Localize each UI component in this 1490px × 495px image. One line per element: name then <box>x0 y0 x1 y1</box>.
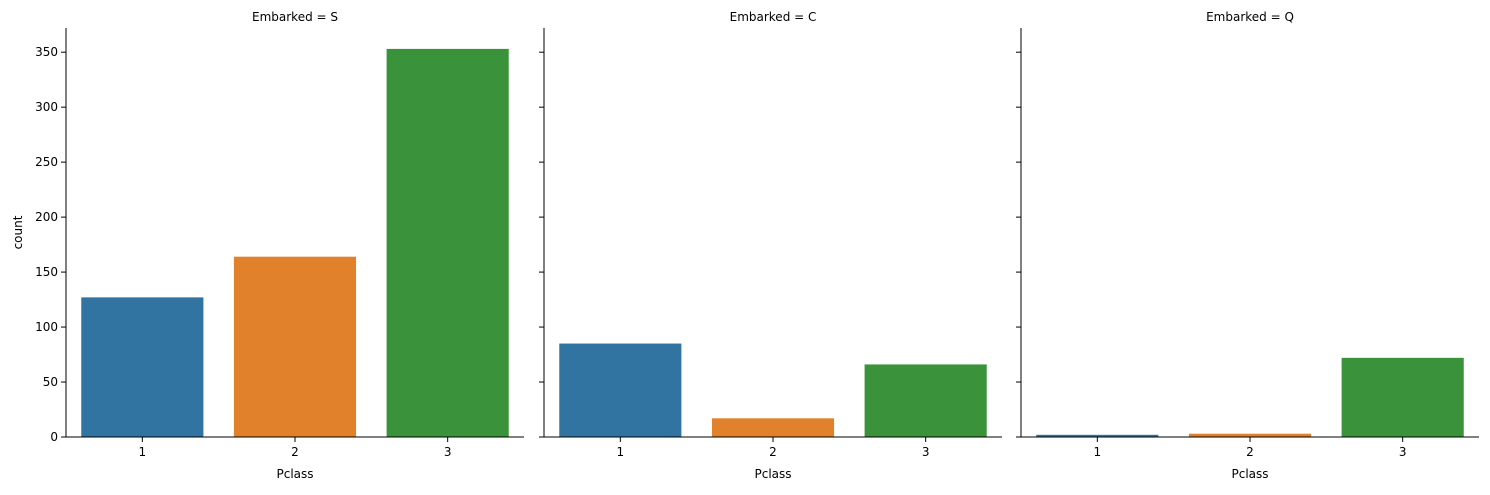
x-tick-label: 3 <box>922 445 930 459</box>
y-tick-label: 350 <box>35 45 58 59</box>
y-tick-label: 300 <box>35 100 58 114</box>
bar-1-pclass-2 <box>233 256 357 437</box>
x-tick-label: 2 <box>291 445 299 459</box>
x-axis-label: Pclass <box>1231 467 1268 481</box>
y-tick-label: 200 <box>35 210 58 224</box>
bar-3-pclass-2 <box>1188 433 1312 437</box>
bar-2-pclass-3 <box>864 364 987 437</box>
bar-1-pclass-1 <box>81 297 204 437</box>
bar-1-pclass-3 <box>386 48 509 437</box>
facet-title: Embarked = C <box>730 10 817 24</box>
y-tick-label: 0 <box>50 430 58 444</box>
x-axis-label: Pclass <box>754 467 791 481</box>
facet-title: Embarked = S <box>252 10 338 24</box>
facet-title: Embarked = Q <box>1206 10 1294 24</box>
y-tick-label: 250 <box>35 155 58 169</box>
bar-3-pclass-1 <box>1036 434 1159 437</box>
x-tick-label: 1 <box>1094 445 1102 459</box>
x-axis-label: Pclass <box>276 467 313 481</box>
y-tick-label: 100 <box>35 320 58 334</box>
x-tick-label: 3 <box>1399 445 1407 459</box>
x-tick-label: 1 <box>617 445 625 459</box>
x-tick-label: 2 <box>1246 445 1254 459</box>
y-axis-label: count <box>11 215 25 249</box>
y-tick-label: 150 <box>35 265 58 279</box>
bar-2-pclass-2 <box>711 418 835 437</box>
x-tick-label: 1 <box>139 445 147 459</box>
bar-2-pclass-1 <box>559 343 682 437</box>
bar-3-pclass-3 <box>1341 357 1464 437</box>
y-tick-label: 50 <box>43 375 58 389</box>
x-tick-label: 2 <box>769 445 777 459</box>
x-tick-label: 3 <box>444 445 452 459</box>
